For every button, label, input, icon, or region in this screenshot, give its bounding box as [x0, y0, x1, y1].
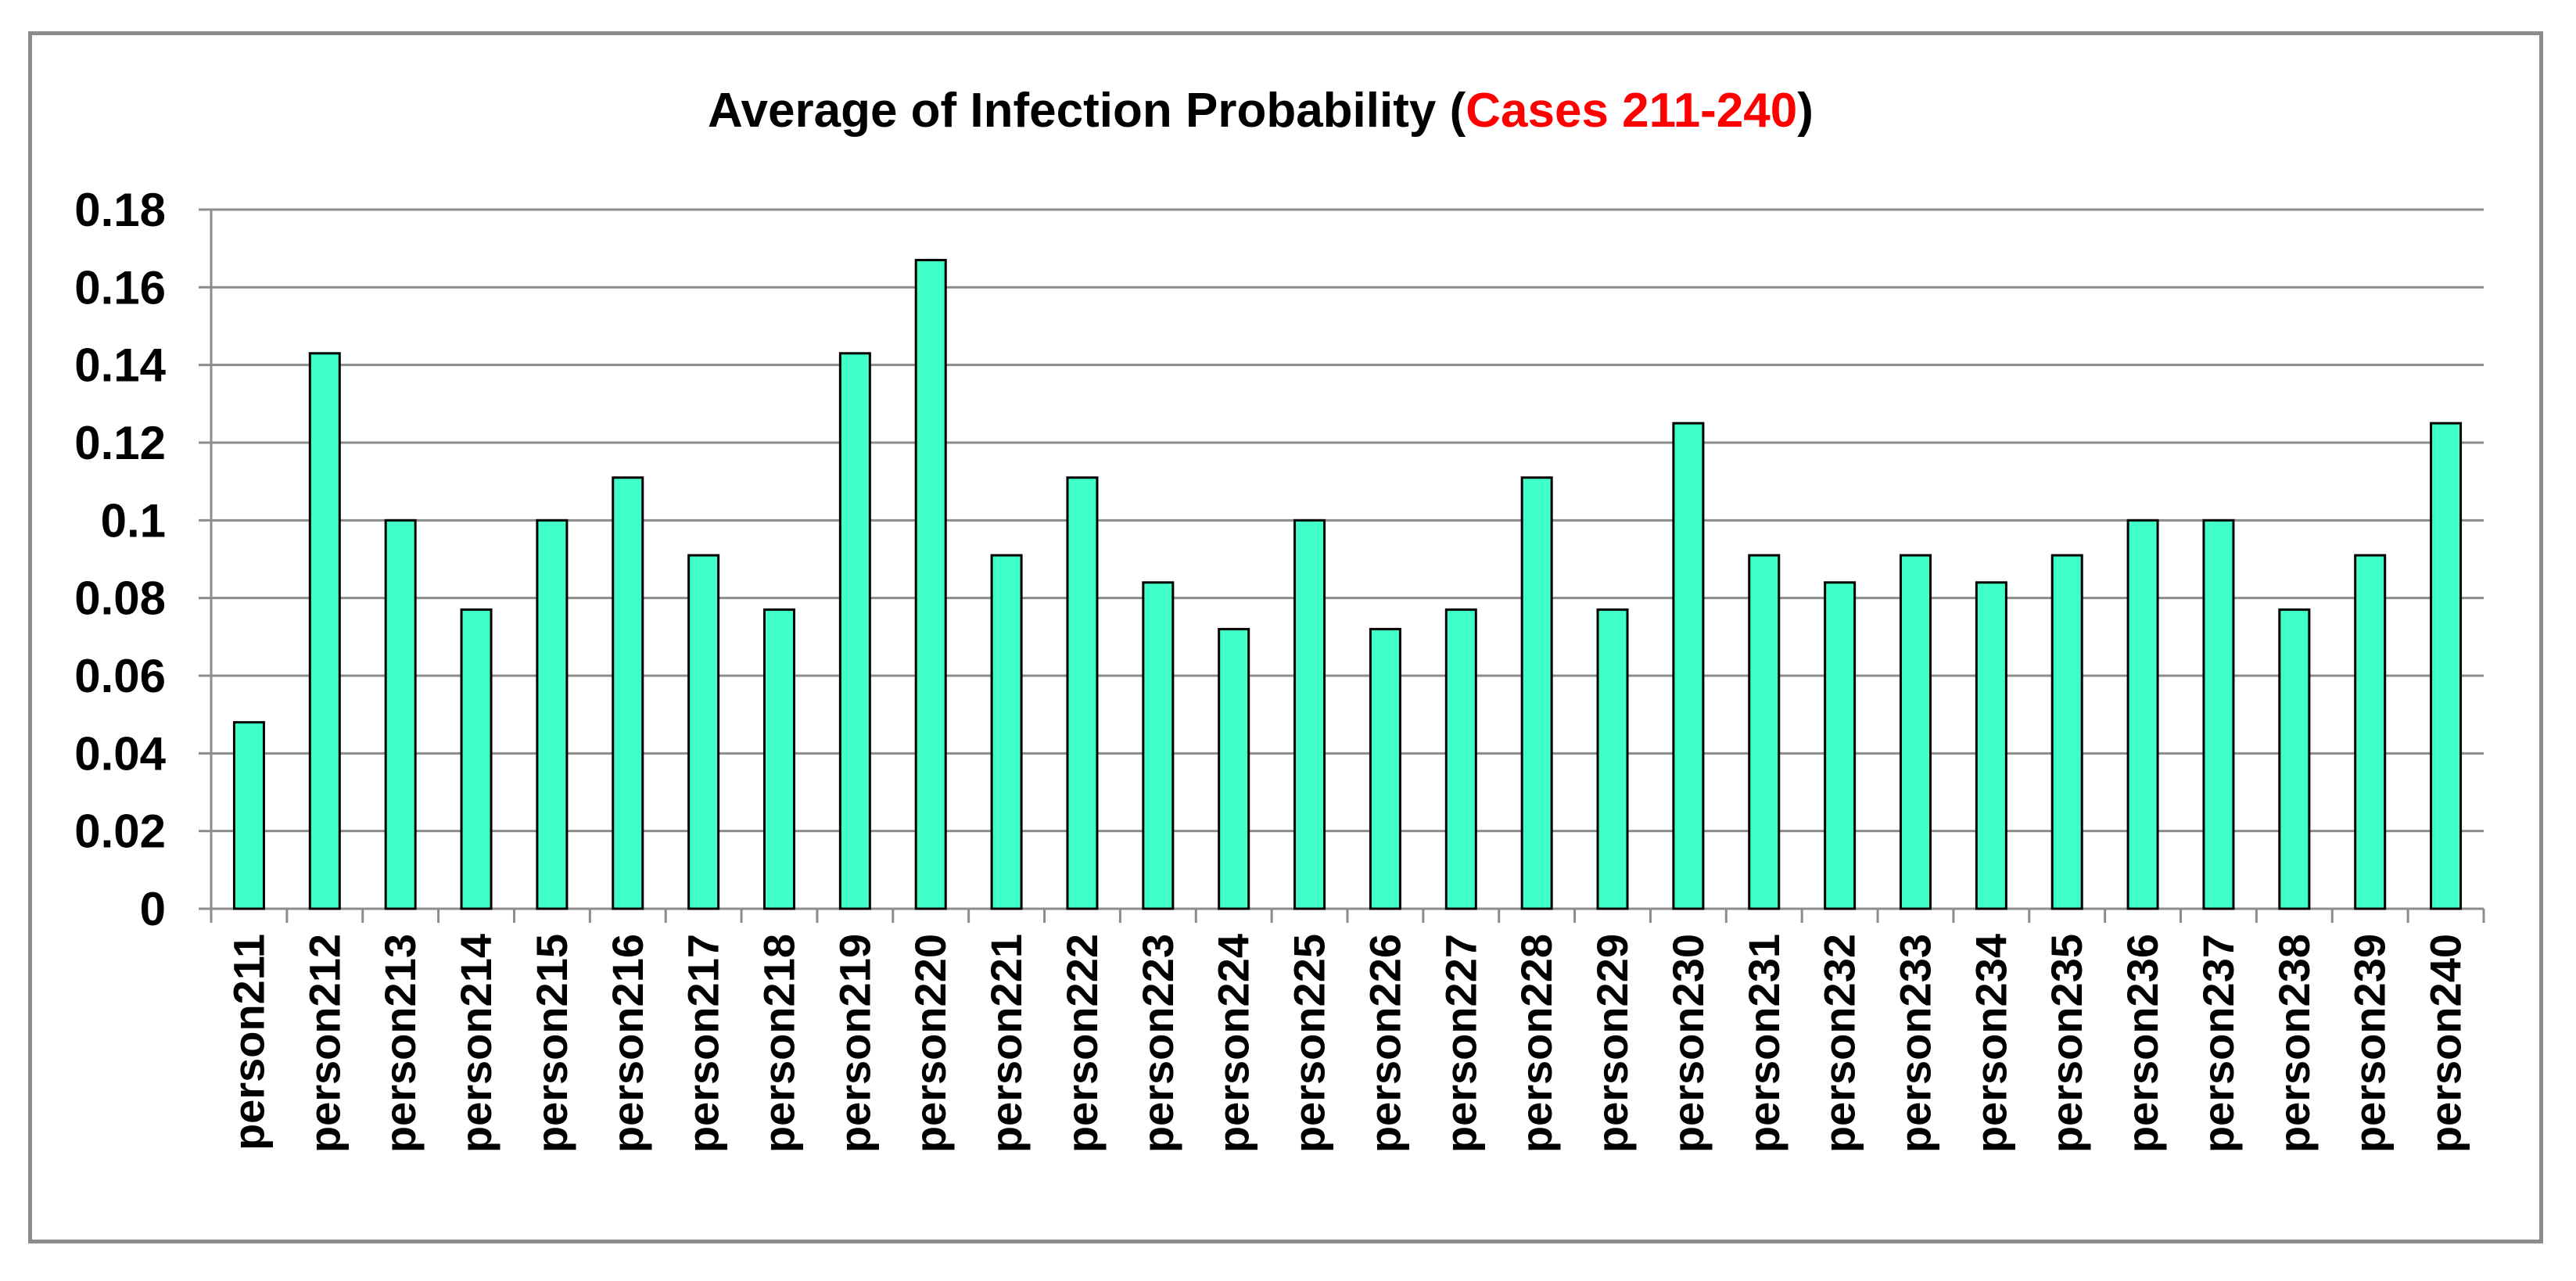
chart-title-suffix: ) [1797, 84, 1814, 138]
bar-person223 [1142, 581, 1175, 910]
x-tick-label: person227 [1436, 934, 1485, 1153]
bar-person211 [232, 721, 265, 910]
bars [232, 259, 2463, 910]
bar-person226 [1369, 627, 1401, 910]
x-tick-label: person228 [1512, 934, 1561, 1153]
y-tick-label: 0 [140, 883, 166, 935]
bar-person228 [1520, 476, 1553, 910]
x-tick-label: person221 [981, 934, 1031, 1153]
y-tick-label: 0.12 [74, 417, 166, 469]
x-tick-label: person212 [300, 934, 349, 1153]
y-tick-label: 0.18 [74, 184, 166, 236]
x-tick-label: person232 [1815, 934, 1864, 1153]
bar-person231 [1748, 554, 1781, 910]
x-tick-label: person219 [830, 934, 879, 1153]
x-tick-label: person237 [2194, 934, 2243, 1153]
x-tick-label: person214 [451, 934, 500, 1153]
bar-person238 [2278, 608, 2311, 910]
x-tick-label: person216 [603, 934, 652, 1153]
bar-person240 [2430, 422, 2463, 910]
bar-person225 [1293, 518, 1326, 910]
bar-person239 [2354, 554, 2387, 910]
x-tick-label: person226 [1360, 934, 1409, 1153]
x-tick-label: person224 [1209, 934, 1258, 1153]
x-tick-label: person225 [1285, 934, 1334, 1153]
x-tick-label: person220 [906, 934, 955, 1153]
bar-person230 [1672, 422, 1705, 910]
bar-person221 [990, 554, 1023, 910]
y-tick-label: 0.14 [74, 339, 166, 392]
chart-title-highlight: Cases 211-240 [1466, 84, 1797, 138]
y-tick-label: 0.08 [74, 572, 166, 625]
bar-person237 [2202, 518, 2235, 910]
bar-person213 [384, 518, 417, 910]
bar-person233 [1900, 554, 1932, 910]
bar-person232 [1824, 581, 1857, 910]
x-tick-label: person233 [1891, 934, 1940, 1153]
chart-frame: Average of Infection Probability (Cases … [28, 31, 2543, 1243]
bar-person224 [1218, 627, 1250, 910]
bar-person227 [1444, 608, 1477, 910]
x-tick-label: person234 [1966, 934, 2015, 1153]
bar-person215 [536, 518, 569, 910]
x-tick-label: person223 [1133, 934, 1182, 1153]
x-tick-label: person213 [375, 934, 425, 1153]
bar-person236 [2126, 518, 2159, 910]
bar-person220 [914, 259, 947, 910]
x-tick-label: person215 [527, 934, 576, 1153]
bar-person234 [1975, 581, 2007, 910]
chart-title: Average of Infection Probability (Cases … [708, 84, 1814, 138]
chart-title-prefix: Average of Infection Probability ( [708, 84, 1466, 138]
x-tick-label: person235 [2042, 934, 2091, 1153]
bar-chart: Average of Infection Probability (Cases … [74, 84, 2485, 1153]
y-tick-label: 0.16 [74, 261, 166, 314]
x-tick-label: person218 [755, 934, 804, 1153]
bar-person219 [838, 352, 871, 910]
axes [199, 208, 2485, 923]
x-tick-label: person239 [2345, 934, 2395, 1153]
x-tick-label: person230 [1663, 934, 1713, 1153]
y-tick-label: 0.1 [101, 494, 166, 547]
bar-person218 [763, 608, 795, 910]
bar-person212 [308, 352, 341, 910]
y-tick-label: 0.02 [74, 806, 166, 858]
y-tick-labels: 0 0.02 0.04 0.06 0.08 0.1 0.12 0.14 0.16 0.18 [74, 184, 166, 935]
x-tick-label: person238 [2269, 934, 2319, 1153]
bar-person217 [687, 554, 720, 910]
bar-person214 [460, 608, 493, 910]
gridlines [211, 208, 2484, 833]
y-tick-label: 0.06 [74, 650, 166, 702]
x-tick-label: person236 [2118, 934, 2167, 1153]
bar-person229 [1596, 608, 1629, 910]
x-tick-label: person240 [2421, 934, 2470, 1153]
x-tick-label: person231 [1739, 934, 1788, 1153]
x-tick-label: person217 [679, 934, 728, 1153]
bar-person222 [1066, 476, 1099, 910]
x-tick-label: person211 [224, 934, 273, 1150]
bar-person235 [2050, 554, 2083, 910]
bar-person216 [612, 476, 644, 910]
x-tick-labels: person211 person212 person213 person214 pers… [224, 934, 2470, 1153]
x-tick-label: person222 [1057, 934, 1107, 1153]
x-tick-label: person229 [1588, 934, 1637, 1153]
y-tick-label: 0.04 [74, 727, 166, 780]
